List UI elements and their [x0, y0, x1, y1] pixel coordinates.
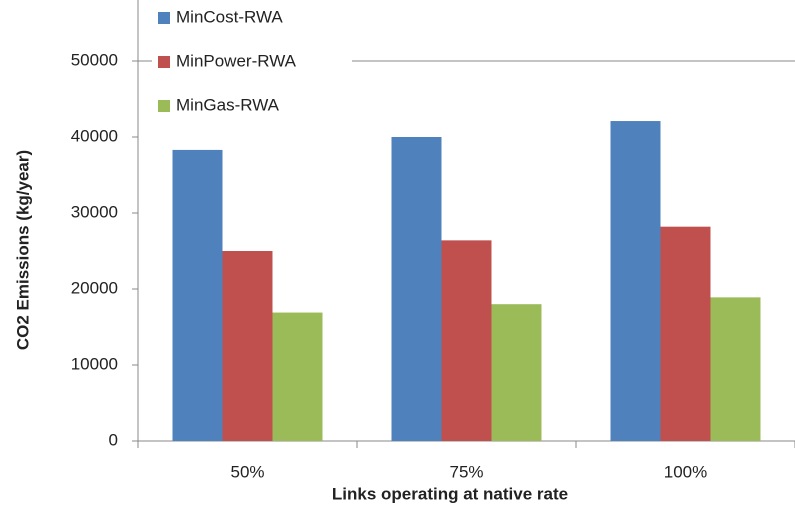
bar [610, 121, 661, 441]
legend-label: MinGas-RWA [176, 95, 280, 114]
x-tick-label: 50% [230, 462, 264, 481]
y-tick-label: 50000 [71, 50, 118, 69]
y-axis-title: CO2 Emissions (kg/year) [13, 150, 32, 350]
bar [710, 297, 761, 441]
bar [222, 251, 273, 441]
y-tick-label: 20000 [71, 278, 118, 297]
bar [660, 226, 711, 441]
legend-bg [152, 90, 352, 122]
x-tick-label: 75% [449, 462, 483, 481]
bar [172, 149, 223, 442]
legend-swatch [158, 12, 170, 24]
bar [491, 304, 542, 441]
x-axis-title: Links operating at native rate [332, 484, 568, 503]
legend-label: MinPower-RWA [176, 51, 297, 70]
x-tick-label: 100% [664, 462, 707, 481]
legend-swatch [158, 56, 170, 68]
legend-swatch [158, 100, 170, 112]
legend-bg [152, 2, 352, 34]
bar [441, 240, 492, 441]
legend-bg [152, 46, 352, 78]
y-tick-label: 10000 [71, 354, 118, 373]
y-tick-label: 40000 [71, 126, 118, 145]
legend-label: MinCost-RWA [176, 7, 283, 26]
y-tick-label: 0 [109, 430, 118, 449]
bar [391, 137, 442, 441]
y-tick-label: 30000 [71, 202, 118, 221]
bar [272, 312, 323, 441]
